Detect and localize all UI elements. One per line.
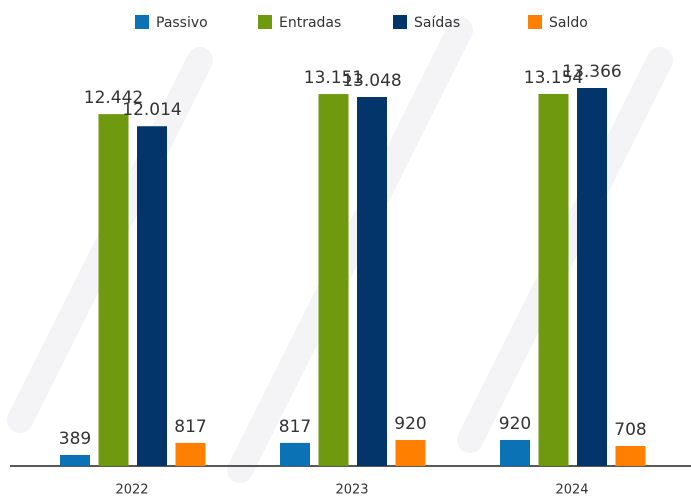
bar	[60, 454, 90, 466]
value-label: 708	[614, 420, 646, 440]
value-label: 12.442	[84, 88, 143, 108]
bar	[357, 96, 387, 467]
bar	[500, 439, 530, 466]
legend-swatch	[135, 15, 149, 29]
value-label: 389	[59, 429, 91, 449]
x-tick-label: 2022	[115, 483, 148, 498]
bar	[395, 439, 426, 466]
legend-label: Entradas	[279, 15, 341, 31]
value-label: 13.048	[342, 71, 401, 91]
value-label: 817	[174, 417, 206, 437]
bar	[538, 93, 569, 466]
x-tick-label: 2023	[335, 483, 368, 498]
legend-label: Saídas	[414, 15, 460, 31]
bar	[280, 442, 310, 466]
bar	[137, 126, 167, 466]
bar	[98, 114, 129, 466]
value-label: 920	[394, 414, 426, 434]
value-label: 920	[499, 414, 531, 434]
value-label: 13.154	[524, 68, 583, 88]
legend-label: Saldo	[549, 15, 588, 31]
legend-swatch	[528, 15, 542, 29]
bar	[318, 94, 349, 466]
legend-swatch	[258, 15, 272, 29]
value-label: 13.151	[304, 68, 363, 88]
x-tick-label: 2024	[555, 483, 588, 498]
bar	[577, 88, 607, 466]
bar	[175, 442, 206, 466]
bar	[615, 445, 646, 466]
value-label: 817	[279, 417, 311, 437]
value-label: 12.014	[122, 100, 181, 120]
value-label: 13.366	[562, 62, 621, 82]
legend-swatch	[393, 15, 407, 29]
legend-label: Passivo	[156, 15, 208, 31]
